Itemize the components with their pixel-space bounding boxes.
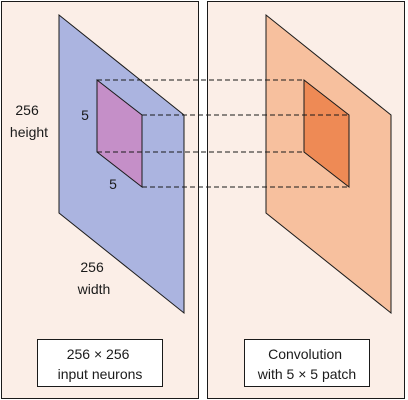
input-caption-line2: input neurons — [58, 366, 143, 382]
output-caption: Convolution with 5 × 5 patch — [257, 346, 356, 382]
width-label: 256 width — [77, 259, 111, 297]
projection-lines — [97, 79, 349, 188]
output-caption-line1: Convolution — [268, 346, 342, 362]
output-patch — [303, 78, 350, 189]
width-label-line1: 256 — [80, 259, 104, 275]
output-caption-line2: with 5 × 5 patch — [257, 366, 356, 382]
input-caption-line1: 256 × 256 — [67, 346, 130, 362]
height-label-line2: height — [10, 124, 48, 140]
patch-bottom-label: 5 — [109, 176, 117, 192]
height-label: 256 height — [10, 102, 48, 140]
input-caption-box — [37, 339, 163, 387]
height-label-line1: 256 — [15, 102, 39, 118]
output-caption-box — [244, 339, 370, 387]
width-label-line2: width — [77, 281, 111, 297]
patch-side-label: 5 — [81, 107, 89, 123]
input-caption: 256 × 256 input neurons — [58, 346, 143, 382]
